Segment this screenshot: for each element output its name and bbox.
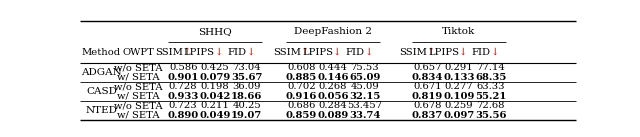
Text: 0.277: 0.277 xyxy=(445,82,473,91)
Text: 0.146: 0.146 xyxy=(317,73,349,82)
Text: 0.859: 0.859 xyxy=(285,111,317,120)
Text: ↑: ↑ xyxy=(301,48,310,57)
Text: 0.901: 0.901 xyxy=(168,73,199,82)
Text: ↓: ↓ xyxy=(459,48,467,57)
Text: 0.425: 0.425 xyxy=(200,63,229,72)
Text: 0.042: 0.042 xyxy=(199,92,230,101)
Text: w/o SETA: w/o SETA xyxy=(114,101,163,110)
Text: w/o SETA: w/o SETA xyxy=(114,82,163,91)
Text: FID: FID xyxy=(472,48,491,57)
Text: 0.819: 0.819 xyxy=(412,92,443,101)
Text: NTED: NTED xyxy=(85,106,117,115)
Text: 0.728: 0.728 xyxy=(169,82,198,91)
Text: 0.678: 0.678 xyxy=(413,101,442,110)
Text: ↓: ↓ xyxy=(491,48,499,57)
Text: 0.686: 0.686 xyxy=(287,101,316,110)
Text: 55.21: 55.21 xyxy=(475,92,506,101)
Text: 35.67: 35.67 xyxy=(231,73,262,82)
Text: 0.444: 0.444 xyxy=(319,63,348,72)
Text: 0.284: 0.284 xyxy=(319,101,348,110)
Text: 0.885: 0.885 xyxy=(285,73,317,82)
Text: 19.07: 19.07 xyxy=(231,111,262,120)
Text: ↓: ↓ xyxy=(365,48,373,57)
Text: 0.890: 0.890 xyxy=(168,111,199,120)
Text: 32.15: 32.15 xyxy=(349,92,380,101)
Text: 0.702: 0.702 xyxy=(287,82,316,91)
Text: SSIM: SSIM xyxy=(273,48,301,57)
Text: ADGAN: ADGAN xyxy=(81,68,122,77)
Text: OWPT: OWPT xyxy=(123,48,154,57)
Text: 0.259: 0.259 xyxy=(445,101,473,110)
Text: 0.079: 0.079 xyxy=(199,73,230,82)
Text: 40.25: 40.25 xyxy=(232,101,261,110)
Text: DeepFashion 2: DeepFashion 2 xyxy=(294,27,372,36)
Text: 0.268: 0.268 xyxy=(319,82,348,91)
Text: ↓: ↓ xyxy=(246,48,255,57)
Text: FID: FID xyxy=(346,48,365,57)
Text: w/ SETA: w/ SETA xyxy=(117,111,160,120)
Text: 36.09: 36.09 xyxy=(232,82,261,91)
Text: 0.671: 0.671 xyxy=(413,82,442,91)
Text: 0.608: 0.608 xyxy=(287,63,316,72)
Text: SHHQ: SHHQ xyxy=(198,27,232,36)
Text: SSIM: SSIM xyxy=(156,48,183,57)
Text: 72.68: 72.68 xyxy=(476,101,505,110)
Text: CASD: CASD xyxy=(86,87,116,96)
Text: LPIPS: LPIPS xyxy=(302,48,333,57)
Text: w/ SETA: w/ SETA xyxy=(117,92,160,101)
Text: 0.291: 0.291 xyxy=(445,63,474,72)
Text: FID: FID xyxy=(228,48,246,57)
Text: 0.198: 0.198 xyxy=(200,82,229,91)
Text: 0.834: 0.834 xyxy=(412,73,443,82)
Text: 63.33: 63.33 xyxy=(476,82,505,91)
Text: Tiktok: Tiktok xyxy=(442,27,476,36)
Text: ↑: ↑ xyxy=(428,48,436,57)
Text: 65.09: 65.09 xyxy=(349,73,380,82)
Text: 53.457: 53.457 xyxy=(347,101,382,110)
Text: 0.049: 0.049 xyxy=(199,111,230,120)
Text: ↓: ↓ xyxy=(333,48,341,57)
Text: 0.657: 0.657 xyxy=(413,63,442,72)
Text: 77.14: 77.14 xyxy=(476,63,505,72)
Text: 45.09: 45.09 xyxy=(350,82,379,91)
Text: w/ SETA: w/ SETA xyxy=(117,73,160,82)
Text: 68.35: 68.35 xyxy=(475,73,506,82)
Text: 18.66: 18.66 xyxy=(231,92,262,101)
Text: SSIM: SSIM xyxy=(399,48,428,57)
Text: 0.097: 0.097 xyxy=(444,111,475,120)
Text: 0.109: 0.109 xyxy=(444,92,475,101)
Text: 0.933: 0.933 xyxy=(168,92,199,101)
Text: 0.586: 0.586 xyxy=(169,63,197,72)
Text: Method: Method xyxy=(82,48,121,57)
Text: 0.133: 0.133 xyxy=(443,73,475,82)
Text: 33.74: 33.74 xyxy=(349,111,380,120)
Text: 0.916: 0.916 xyxy=(285,92,317,101)
Text: ↑: ↑ xyxy=(183,48,191,57)
Text: 0.837: 0.837 xyxy=(412,111,443,120)
Text: 73.04: 73.04 xyxy=(232,63,261,72)
Text: 35.56: 35.56 xyxy=(475,111,506,120)
Text: 75.53: 75.53 xyxy=(350,63,379,72)
Text: 0.723: 0.723 xyxy=(169,101,198,110)
Text: ↓: ↓ xyxy=(215,48,223,57)
Text: LPIPS: LPIPS xyxy=(184,48,215,57)
Text: 0.211: 0.211 xyxy=(200,101,229,110)
Text: 0.056: 0.056 xyxy=(317,92,349,101)
Text: LPIPS: LPIPS xyxy=(428,48,459,57)
Text: w/o SETA: w/o SETA xyxy=(114,63,163,72)
Text: 0.089: 0.089 xyxy=(317,111,349,120)
